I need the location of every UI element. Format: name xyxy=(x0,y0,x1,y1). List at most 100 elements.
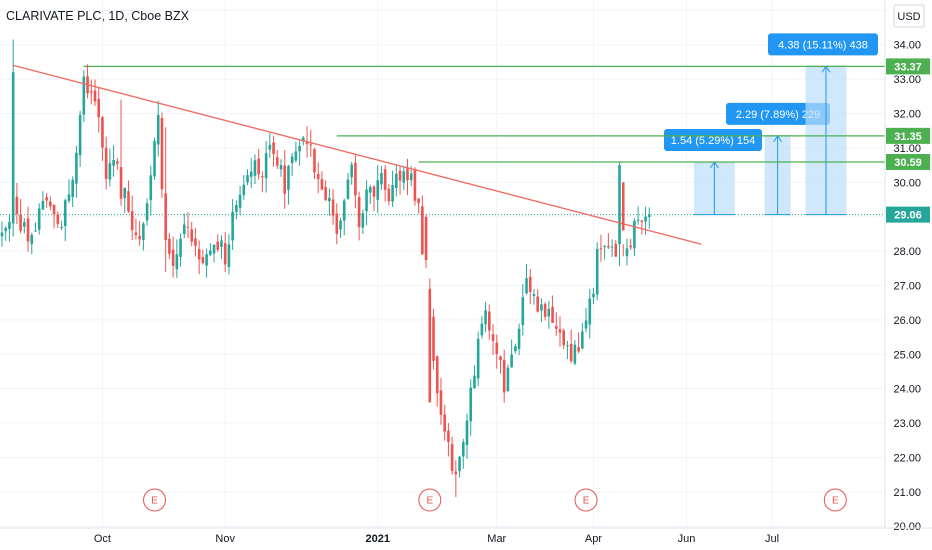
candle-body xyxy=(424,217,428,261)
candle-body xyxy=(432,316,435,361)
candle-body xyxy=(428,288,432,403)
candle-body xyxy=(63,200,67,226)
candle-body xyxy=(253,160,257,176)
price-tick-label: 33.00 xyxy=(893,74,921,86)
price-tag xyxy=(886,154,930,170)
candle-body xyxy=(190,229,194,242)
candle-body xyxy=(461,441,465,457)
candle-body xyxy=(510,354,513,368)
candle-body xyxy=(406,168,409,181)
candle-body xyxy=(294,151,298,161)
candle-body xyxy=(469,387,473,422)
earnings-marker[interactable] xyxy=(823,488,847,512)
candle-body xyxy=(547,308,551,317)
candle-body xyxy=(566,345,569,347)
candle-body xyxy=(573,344,577,364)
price-tick-label: 32.00 xyxy=(893,109,921,121)
candle-body xyxy=(93,90,97,102)
measure-label-bg xyxy=(664,129,762,151)
candle-body xyxy=(387,188,391,202)
candle-body xyxy=(182,224,186,235)
candle-body xyxy=(361,213,365,228)
candle-body xyxy=(543,304,547,317)
candle-body xyxy=(458,456,461,472)
candle-body xyxy=(227,244,231,267)
measure-tools[interactable]: 1.54 (5.29%) 154 2.29 (7.89%) 229 4.38 (15… xyxy=(664,33,878,216)
candle-body xyxy=(339,220,342,230)
price-tick-label: 31.00 xyxy=(893,143,921,155)
candle-body xyxy=(249,171,253,177)
candle-body xyxy=(484,310,487,325)
candle-body xyxy=(618,165,621,245)
trend-line[interactable] xyxy=(12,64,702,245)
candle-body xyxy=(610,246,614,248)
earnings-marker[interactable] xyxy=(574,488,598,512)
candle-body xyxy=(335,213,339,234)
price-axis[interactable]: 20.00 21.00 22.00 23.00 24.00 25.00 26.00 27.00… xyxy=(884,0,932,550)
candle-body xyxy=(108,163,112,180)
candle-body xyxy=(116,161,119,164)
candle-body xyxy=(551,306,554,323)
currency-badge[interactable] xyxy=(893,4,925,28)
price-tick-label: 28.00 xyxy=(893,246,921,258)
time-tick-label: Oct xyxy=(94,533,111,545)
price-tag xyxy=(886,127,930,144)
price-tag-label: 29.06 xyxy=(894,210,922,222)
candle-body xyxy=(160,117,164,190)
candle-body xyxy=(476,338,480,379)
candle-body xyxy=(588,298,592,325)
candle-body xyxy=(305,141,309,145)
candle-body xyxy=(402,171,406,183)
earnings-marker[interactable] xyxy=(418,488,442,512)
candle-body xyxy=(540,304,543,311)
candle-body xyxy=(264,153,268,179)
candle-body xyxy=(101,117,104,148)
earnings-marker[interactable] xyxy=(143,488,167,512)
candle-body xyxy=(346,179,350,199)
candle-body xyxy=(454,471,458,475)
time-tick-label: Nov xyxy=(215,533,235,545)
time-axis[interactable]: Oct Nov 2021 Mar Apr Jun Jul xyxy=(0,527,932,545)
candle-body xyxy=(525,278,528,294)
candle-body xyxy=(633,220,636,249)
candle-body xyxy=(71,179,74,198)
candle-body xyxy=(409,173,413,181)
candle-body xyxy=(342,200,346,221)
candle-body xyxy=(536,296,539,312)
candle-body xyxy=(447,430,450,442)
candle-body xyxy=(164,193,167,241)
candle-body xyxy=(328,197,331,202)
candle-body xyxy=(8,221,11,230)
candle-body xyxy=(532,294,536,297)
candle-body xyxy=(142,223,145,241)
candle-body xyxy=(231,211,234,241)
candle-body xyxy=(320,179,324,190)
candle-body xyxy=(629,245,632,248)
candle-body xyxy=(331,199,335,216)
measure-label: 1.54 (5.29%) 154 xyxy=(671,135,755,147)
candle-body xyxy=(554,326,558,329)
candle-body xyxy=(621,182,625,231)
candle-body xyxy=(488,311,491,331)
candle-body xyxy=(398,170,402,181)
candle-body xyxy=(625,248,629,257)
trend-line-segment[interactable] xyxy=(12,64,702,245)
earnings-marker-label: E xyxy=(583,496,590,507)
candle-body xyxy=(644,216,647,222)
candle-body xyxy=(0,232,4,237)
price-tick-label: 24.00 xyxy=(893,384,921,396)
candle-body xyxy=(34,230,37,232)
candle-body xyxy=(37,208,41,230)
candle-body xyxy=(383,169,387,190)
candle-body xyxy=(186,226,190,228)
candle-body xyxy=(45,197,48,201)
price-tags: 33.37 31.35 30.59 29.06 xyxy=(886,58,930,223)
candle-body xyxy=(640,220,644,222)
price-tick-label: 34.00 xyxy=(893,40,921,52)
candle-body xyxy=(127,191,130,212)
price-tick-label: 25.00 xyxy=(893,349,921,361)
candle-body xyxy=(439,390,443,415)
candle-body xyxy=(647,214,651,218)
